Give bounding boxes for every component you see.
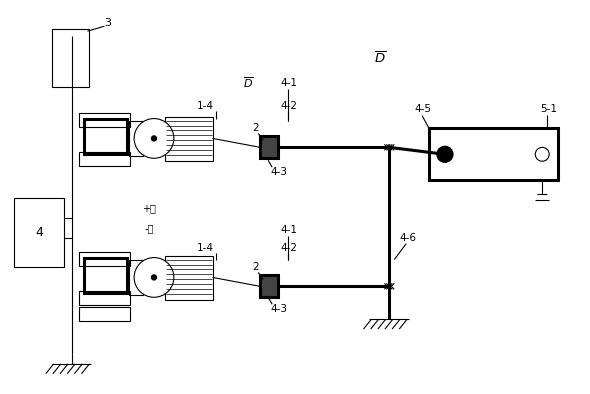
Circle shape <box>535 147 549 161</box>
Text: 4-3: 4-3 <box>270 167 287 177</box>
Circle shape <box>437 146 453 162</box>
Bar <box>429 128 558 180</box>
Text: 4-2: 4-2 <box>280 243 297 253</box>
Text: -极: -极 <box>145 223 154 233</box>
Text: 1-4: 1-4 <box>196 100 214 111</box>
Text: 2: 2 <box>253 123 259 134</box>
Bar <box>84 119 127 154</box>
Text: $\overline{D}$: $\overline{D}$ <box>243 76 254 90</box>
Bar <box>129 121 143 156</box>
Text: +极: +极 <box>142 203 156 213</box>
Bar <box>260 136 278 158</box>
Text: 3: 3 <box>104 18 112 28</box>
Text: 4-6: 4-6 <box>399 233 417 243</box>
Text: 4-5: 4-5 <box>414 104 431 113</box>
Bar <box>84 258 127 293</box>
Text: 4-1: 4-1 <box>280 78 297 88</box>
Bar <box>14 198 64 268</box>
Text: $\overline{D}$: $\overline{D}$ <box>375 51 386 67</box>
Bar <box>78 113 130 126</box>
Bar <box>78 291 130 305</box>
Circle shape <box>152 275 156 280</box>
Circle shape <box>134 119 174 158</box>
Bar <box>78 152 130 166</box>
Bar <box>165 117 212 161</box>
Bar <box>260 275 278 297</box>
Text: 5-1: 5-1 <box>540 104 558 113</box>
Text: 4: 4 <box>35 226 42 239</box>
Bar <box>78 252 130 266</box>
Text: 1-4: 1-4 <box>196 243 214 253</box>
Circle shape <box>152 136 156 141</box>
Text: 2: 2 <box>253 262 259 273</box>
Circle shape <box>134 258 174 297</box>
Bar <box>52 29 90 87</box>
Text: 4-2: 4-2 <box>280 100 297 111</box>
Bar <box>78 307 130 321</box>
Text: 4-1: 4-1 <box>280 225 297 235</box>
Text: 4-3: 4-3 <box>270 304 287 314</box>
Bar <box>165 256 212 300</box>
Bar <box>129 260 143 295</box>
